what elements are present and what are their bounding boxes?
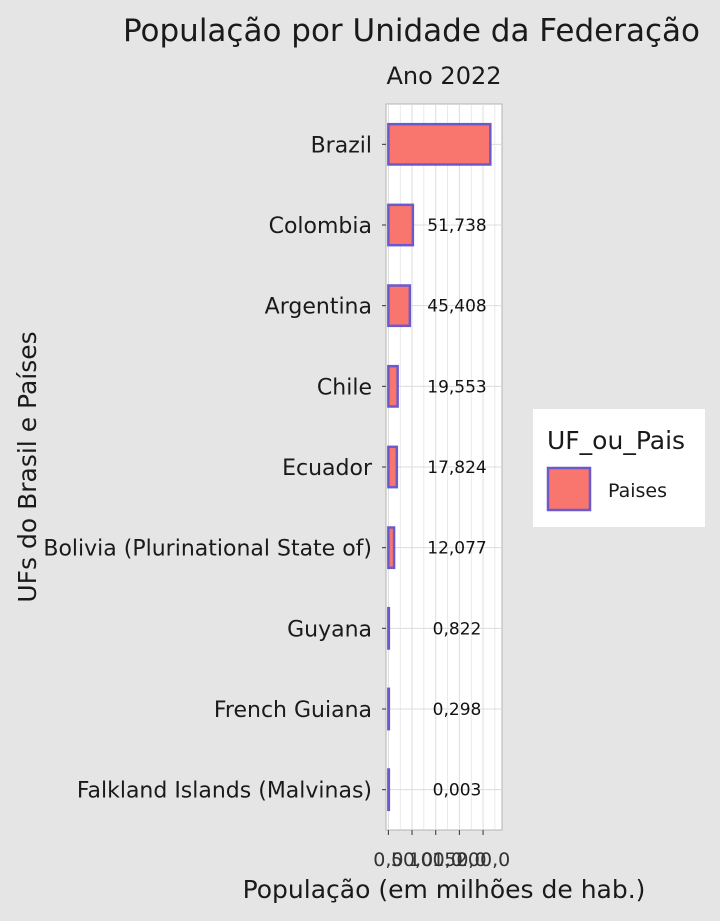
category-label: Ecuador [282, 456, 373, 481]
data-label: 19,553 [427, 377, 486, 397]
x-tick-label: 50,0 [391, 849, 433, 871]
data-label: 51,738 [427, 216, 486, 236]
bar [387, 122, 492, 166]
category-label: Argentina [265, 295, 372, 320]
bar [387, 284, 412, 328]
category-label: French Guiana [214, 698, 372, 723]
x-tick-label: 0,0 [373, 849, 403, 871]
category-label: Falkland Islands (Malvinas) [77, 779, 372, 804]
category-label: Chile [317, 375, 372, 400]
x-tick-label: 200,0 [456, 849, 510, 871]
bar [387, 687, 391, 731]
x-tick-label: 100,0 [409, 849, 463, 871]
legend-key [546, 466, 592, 512]
data-label: 0,822 [433, 619, 482, 639]
chart-title: População por Unidade da Federação [123, 13, 700, 49]
bar [387, 606, 391, 650]
data-labels: 51,738 45,408 19,553 17,824 12,077 0,822 0,298… [427, 216, 486, 801]
category-labels: Brazil Colombia Argentina Chile Ecuador Boliv… [43, 133, 386, 804]
bar [387, 445, 399, 489]
chart-subtitle: Ano 2022 [386, 62, 501, 90]
bar [387, 203, 415, 247]
bar [387, 768, 391, 812]
category-label: Brazil [311, 133, 372, 158]
bar [387, 526, 396, 570]
category-label: Guyana [287, 617, 372, 642]
category-label: Bolivia (Plurinational State of) [43, 537, 372, 562]
legend: UF_ou_Pais Paises [533, 409, 705, 527]
y-axis-title: UFs do Brasil e Países [13, 331, 42, 602]
legend-label: Paises [608, 480, 667, 502]
legend-title: UF_ou_Pais [547, 426, 685, 455]
data-label: 45,408 [427, 297, 486, 317]
bars [387, 122, 492, 812]
category-label: Colombia [269, 214, 372, 239]
data-label: 0,298 [433, 700, 482, 720]
x-axis-title: População (em milhões de hab.) [243, 875, 646, 904]
data-label: 12,077 [427, 539, 486, 559]
data-label: 17,824 [427, 458, 486, 478]
bar [387, 364, 399, 408]
x-tick-label: 150,0 [432, 849, 486, 871]
data-label: 0,003 [433, 781, 482, 801]
